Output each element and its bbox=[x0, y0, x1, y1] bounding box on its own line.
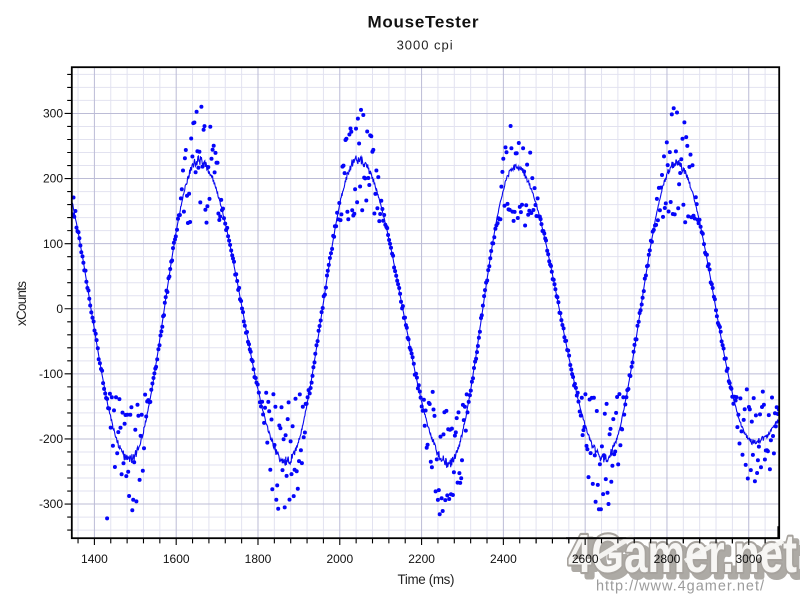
svg-text:4Gamer.net: 4Gamer.net bbox=[568, 524, 797, 584]
svg-text:1600: 1600 bbox=[163, 552, 190, 566]
svg-text:2800: 2800 bbox=[654, 552, 681, 566]
svg-text:3000 cpi: 3000 cpi bbox=[397, 38, 453, 53]
svg-text:1800: 1800 bbox=[245, 552, 272, 566]
svg-text:2200: 2200 bbox=[408, 552, 435, 566]
svg-text:300: 300 bbox=[43, 107, 63, 121]
svg-text:100: 100 bbox=[43, 237, 63, 251]
svg-text:0: 0 bbox=[56, 302, 63, 316]
svg-text:xCounts: xCounts bbox=[14, 281, 29, 326]
svg-text:Time (ms): Time (ms) bbox=[398, 572, 455, 587]
svg-text:3000: 3000 bbox=[735, 552, 762, 566]
svg-text:http://www.4gamer.net/: http://www.4gamer.net/ bbox=[596, 579, 765, 595]
svg-text:2000: 2000 bbox=[326, 552, 353, 566]
svg-text:200: 200 bbox=[43, 172, 63, 186]
svg-text:2800: 2800 bbox=[654, 552, 681, 566]
svg-text:-300: -300 bbox=[39, 497, 63, 511]
svg-text:-100: -100 bbox=[39, 367, 63, 381]
svg-text:1400: 1400 bbox=[81, 552, 108, 566]
svg-text:2600: 2600 bbox=[572, 552, 599, 566]
svg-text:MouseTester: MouseTester bbox=[368, 13, 479, 32]
svg-text:2600: 2600 bbox=[572, 552, 599, 566]
svg-text:2400: 2400 bbox=[490, 552, 517, 566]
svg-text:-200: -200 bbox=[39, 432, 63, 446]
